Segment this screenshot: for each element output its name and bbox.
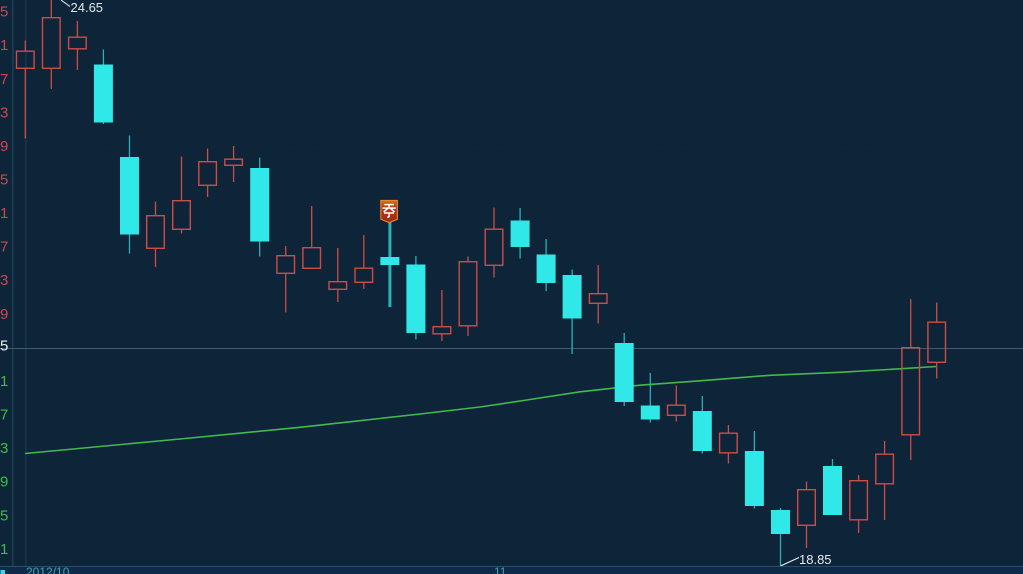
svg-text:5: 5 xyxy=(0,338,8,355)
svg-text:5: 5 xyxy=(0,172,8,189)
svg-text:9: 9 xyxy=(0,474,8,491)
svg-text:11: 11 xyxy=(494,565,507,574)
svg-text:3: 3 xyxy=(0,104,8,121)
svg-text:24.65: 24.65 xyxy=(71,0,104,15)
svg-text:1: 1 xyxy=(0,37,8,54)
svg-text:7: 7 xyxy=(0,239,8,256)
svg-text:9: 9 xyxy=(0,306,8,323)
svg-text:2012/10: 2012/10 xyxy=(26,565,70,574)
svg-text:1: 1 xyxy=(0,373,8,390)
svg-text:9: 9 xyxy=(0,138,8,155)
svg-text:7: 7 xyxy=(0,407,8,424)
svg-text:1: 1 xyxy=(0,541,8,558)
svg-text:1: 1 xyxy=(0,205,8,222)
svg-text:3: 3 xyxy=(0,440,8,457)
svg-text:5: 5 xyxy=(0,507,8,524)
svg-text:7: 7 xyxy=(0,71,8,88)
svg-text:5: 5 xyxy=(0,4,8,21)
svg-text:18.85: 18.85 xyxy=(799,552,832,567)
svg-text:3: 3 xyxy=(0,272,8,289)
